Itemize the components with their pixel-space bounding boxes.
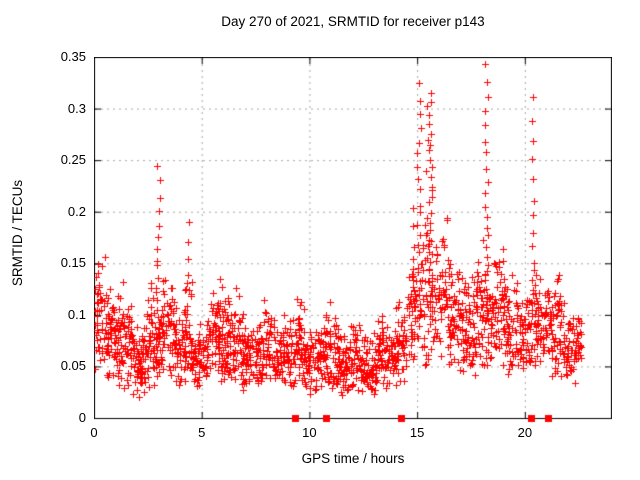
scatter-plot-canvas (94, 57, 612, 425)
y-tick-label: 0.1 (67, 306, 86, 322)
x-tick-label: 10 (302, 425, 317, 440)
chart-title: Day 270 of 2021, SRMTID for receiver p14… (221, 14, 485, 29)
y-tick-label: 0.05 (60, 358, 86, 374)
x-axis-label: GPS time / hours (301, 451, 405, 466)
x-tick-label: 0 (90, 425, 98, 440)
x-tick-label: 15 (409, 425, 425, 440)
x-tick-label: 20 (517, 425, 533, 440)
x-tick-label: 5 (198, 425, 206, 440)
y-tick-label: 0.35 (60, 49, 86, 64)
y-tick-label: 0.15 (60, 255, 86, 271)
y-tick-label: 0 (78, 410, 86, 425)
y-tick-label: 0.3 (67, 100, 86, 116)
y-tick-label: 0.2 (67, 203, 86, 219)
y-tick-label: 0.25 (60, 152, 86, 168)
